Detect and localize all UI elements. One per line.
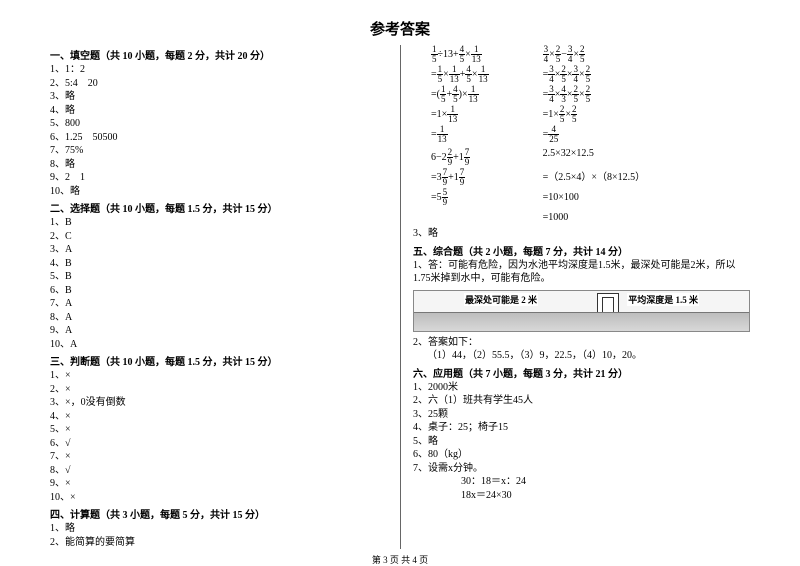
sec1-item: 10、略 (50, 185, 388, 199)
sec6-item: 2、六（1）班共有学生45人 (413, 394, 750, 408)
sec1-item: 4、略 (50, 104, 388, 118)
sec3-item: 8、√ (50, 464, 388, 478)
sec6-item: 1、2000米 (413, 381, 750, 395)
page-title: 参考答案 (50, 18, 750, 39)
sec1-item: 8、略 (50, 158, 388, 172)
sec4-head: 四、计算题（共 3 小题，每题 5 分，共计 15 分） (50, 506, 388, 521)
sec3-head: 三、判断题（共 10 小题，每题 1.5 分，共计 15 分） (50, 353, 388, 368)
sec4-item: 2、能简算的要简算 (50, 536, 388, 550)
sec1-item: 1、1：2 (50, 63, 388, 77)
sec3-item: 5、× (50, 423, 388, 437)
sec6-sub: 30：18＝x：24 (461, 475, 750, 489)
sec2-item: 1、B (50, 216, 388, 230)
sec6-item: 6、80（kg） (413, 448, 750, 462)
sec6-item: 3、25颗 (413, 408, 750, 422)
sec2-item: 9、A (50, 324, 388, 338)
sec2-item: 6、B (50, 284, 388, 298)
eq-col-a: 15÷13+45×113 =15×113+45×113 =(15+45)×113… (431, 45, 489, 223)
item3: 3、略 (413, 227, 750, 241)
sec3-item: 3、×，0没有倒数 (50, 396, 388, 410)
sec2-item: 4、B (50, 257, 388, 271)
sec2-item: 2、C (50, 230, 388, 244)
sec2-item: 5、B (50, 270, 388, 284)
sec1-item: 2、5:4 20 (50, 77, 388, 91)
sec3-item: 4、× (50, 410, 388, 424)
sec2-item: 8、A (50, 311, 388, 325)
sec3-item: 7、× (50, 450, 388, 464)
sec3-item: 6、√ (50, 437, 388, 451)
sec6-item: 7、设需x分钟。 (413, 462, 750, 476)
sec1-item: 7、75% (50, 144, 388, 158)
page-footer: 第 3 页 共 4 页 (50, 553, 750, 566)
sec1-item: 5、800 (50, 117, 388, 131)
pool-diagram: 最深处可能是 2 米 平均深度是 1.5 米 (413, 290, 750, 332)
sec6-head: 六、应用题（共 7 小题，每题 3 分，共计 21 分） (413, 365, 750, 380)
sec6-item: 5、略 (413, 435, 750, 449)
sec6-sub: 18x＝24×30 (461, 489, 750, 503)
sec5-a2: （1）44，（2）55.5，（3）9，22.5，（4）10，20。 (427, 349, 750, 363)
sec5-a1: 1、答：可能有危险，因为水池平均深度是1.5米，最深处可能是2米，所以1.75米… (413, 259, 750, 286)
sec6-item: 4、桌子：25；椅子15 (413, 421, 750, 435)
diagram-label-avg: 平均深度是 1.5 米 (627, 293, 699, 306)
columns: 一、填空题（共 10 小题，每题 2 分，共计 20 分） 1、1：2 2、5:… (50, 45, 750, 549)
sec1-head: 一、填空题（共 10 小题，每题 2 分，共计 20 分） (50, 47, 388, 62)
sec3-item: 2、× (50, 383, 388, 397)
diagram-label-deep: 最深处可能是 2 米 (464, 293, 538, 306)
eq-col-b: 34×25−34×25 =34×25×34×25 =34×43×25×25 =1… (543, 45, 646, 223)
sec4-item: 1、略 (50, 522, 388, 536)
diagram-ground (414, 312, 749, 331)
sec3-item: 10、× (50, 491, 388, 505)
sec5-a2h: 2、答案如下： (413, 336, 750, 350)
sec1-item: 6、1.25 50500 (50, 131, 388, 145)
sec1-item: 9、2 1 (50, 171, 388, 185)
math-block: 15÷13+45×113 =15×113+45×113 =(15+45)×113… (413, 45, 750, 223)
sec3-item: 9、× (50, 477, 388, 491)
sec3-item: 1、× (50, 369, 388, 383)
right-column: 15÷13+45×113 =15×113+45×113 =(15+45)×113… (400, 45, 750, 549)
sec2-head: 二、选择题（共 10 小题，每题 1.5 分，共计 15 分） (50, 200, 388, 215)
left-column: 一、填空题（共 10 小题，每题 2 分，共计 20 分） 1、1：2 2、5:… (50, 45, 400, 549)
sec2-item: 10、A (50, 338, 388, 352)
sec2-item: 3、A (50, 243, 388, 257)
sec1-item: 3、略 (50, 90, 388, 104)
sec5-head: 五、综合题（共 2 小题，每题 7 分，共计 14 分） (413, 243, 750, 258)
sec2-item: 7、A (50, 297, 388, 311)
